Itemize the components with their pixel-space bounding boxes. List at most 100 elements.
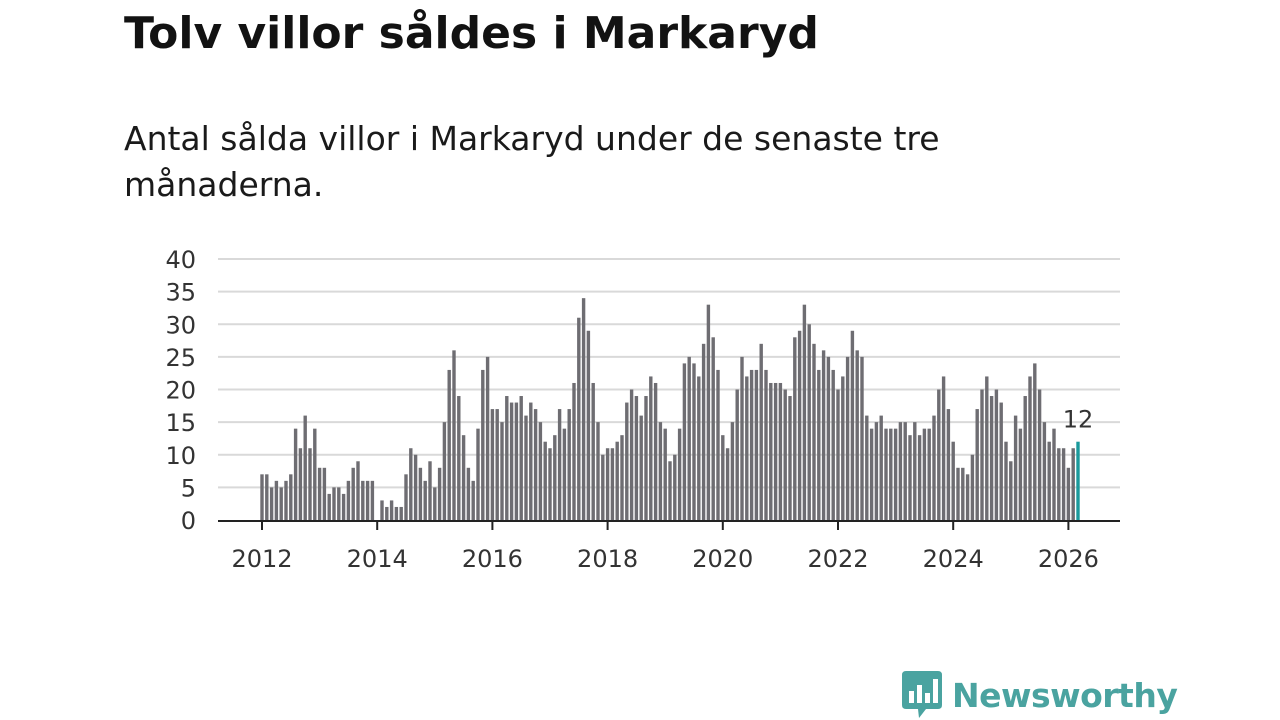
bar xyxy=(466,467,471,520)
bar xyxy=(495,409,499,520)
bar xyxy=(567,409,571,520)
bar xyxy=(365,480,370,520)
bar xyxy=(553,435,557,520)
bar xyxy=(946,409,951,520)
bar xyxy=(730,422,735,520)
bar xyxy=(293,428,298,520)
bar xyxy=(965,474,970,520)
bar xyxy=(812,343,816,520)
x-tick-label: 2012 xyxy=(231,545,292,573)
bar xyxy=(317,467,322,520)
bar xyxy=(385,506,389,520)
bar xyxy=(519,396,523,520)
bar xyxy=(1052,428,1056,520)
bar xyxy=(500,422,504,520)
bar xyxy=(961,467,965,520)
bar xyxy=(764,369,768,520)
bar xyxy=(884,428,888,520)
bar xyxy=(980,389,984,520)
bar xyxy=(989,396,994,520)
bar xyxy=(788,396,792,520)
bar xyxy=(922,428,927,520)
bar xyxy=(265,474,269,520)
bar xyxy=(769,382,773,520)
bar xyxy=(404,474,408,520)
bar xyxy=(970,454,975,520)
bar xyxy=(399,506,403,520)
bar xyxy=(337,487,341,520)
bar xyxy=(821,350,826,520)
chart-bars xyxy=(260,298,1080,520)
bar xyxy=(975,409,979,520)
bar xyxy=(370,480,375,520)
bar xyxy=(269,487,274,520)
bar xyxy=(452,350,456,520)
bar xyxy=(457,396,461,520)
bar xyxy=(759,343,763,520)
bar xyxy=(409,448,413,520)
bar xyxy=(591,382,595,520)
bar xyxy=(725,448,730,520)
bar xyxy=(481,369,485,520)
bar xyxy=(509,402,514,520)
bar xyxy=(879,415,883,520)
bar xyxy=(346,480,351,520)
y-axis-tick-labels: 0 5 10 15 20 25 30 35 40 xyxy=(165,246,196,535)
bar xyxy=(850,330,855,520)
bar xyxy=(471,480,475,520)
x-tick-label: 2016 xyxy=(462,545,523,573)
bar xyxy=(889,428,893,520)
bar xyxy=(289,474,293,520)
bar xyxy=(1033,363,1037,520)
bar xyxy=(322,467,327,520)
bar xyxy=(831,369,835,520)
bar xyxy=(706,304,711,520)
bar xyxy=(1018,428,1023,520)
x-tick-label: 2024 xyxy=(923,545,984,573)
bar xyxy=(692,363,696,520)
x-tick-label: 2022 xyxy=(807,545,868,573)
y-tick-label: 0 xyxy=(181,507,196,535)
bar xyxy=(418,467,423,520)
bar xyxy=(615,441,619,520)
bar xyxy=(1057,448,1061,520)
bar xyxy=(697,376,701,520)
bar xyxy=(682,363,687,520)
bar xyxy=(586,330,591,520)
bar xyxy=(274,480,279,520)
bar xyxy=(442,422,447,520)
bar xyxy=(505,396,509,520)
bar xyxy=(601,454,605,520)
bar xyxy=(332,487,336,520)
bar xyxy=(711,337,715,520)
bar xyxy=(860,356,864,520)
bar xyxy=(841,376,845,520)
bar xyxy=(423,480,427,520)
bar xyxy=(951,441,955,520)
bar xyxy=(610,448,615,520)
bar xyxy=(1004,441,1008,520)
bar xyxy=(629,389,634,520)
chart-gridlines xyxy=(218,258,1120,489)
bar xyxy=(701,343,706,520)
bar xyxy=(361,480,365,520)
bar xyxy=(1071,448,1075,520)
bar xyxy=(1023,396,1027,520)
bar xyxy=(380,500,384,520)
bar xyxy=(303,415,307,520)
bar xyxy=(836,389,840,520)
bar xyxy=(327,493,331,520)
bar xyxy=(260,474,264,520)
bar xyxy=(783,389,787,520)
bar xyxy=(677,428,682,520)
bar xyxy=(773,382,778,520)
bar xyxy=(543,441,547,520)
bar xyxy=(817,369,821,520)
bar xyxy=(284,480,288,520)
bar xyxy=(869,428,874,520)
bar xyxy=(605,448,610,520)
bar xyxy=(308,448,312,520)
bar xyxy=(533,409,538,520)
bar xyxy=(797,330,802,520)
